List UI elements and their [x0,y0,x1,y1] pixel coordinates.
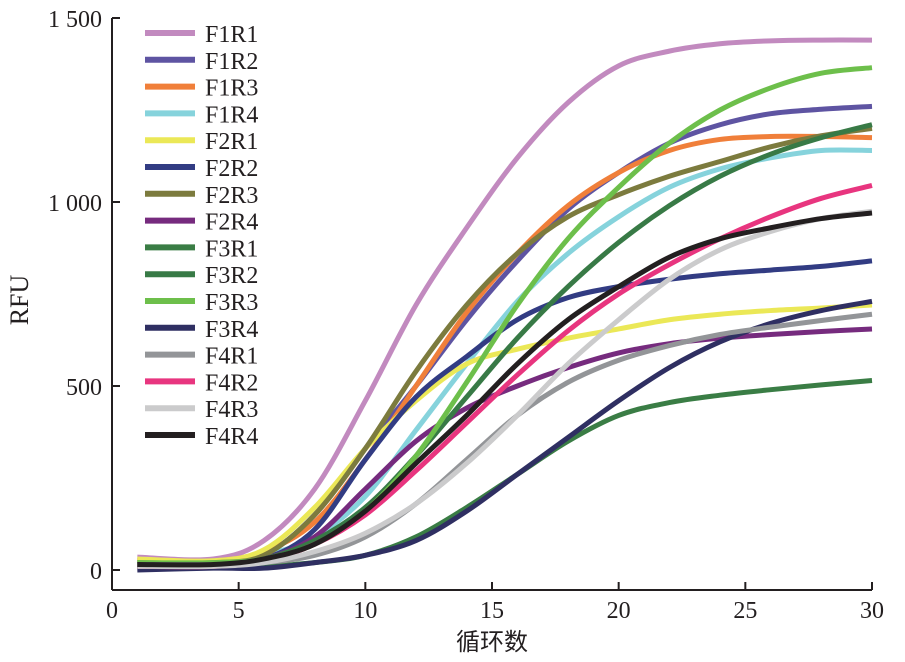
legend-label: F2R4 [205,210,258,236]
legend-label: F4R4 [205,424,258,450]
series-line-f1r1 [137,37,873,563]
legend-item-f4r3: F4R3 [145,397,258,423]
y-tick-label: 500 [66,375,102,401]
legend-label: F4R1 [205,344,258,370]
legend-item-f1r1: F1R1 [145,22,258,48]
legend-label: F1R2 [205,49,258,75]
legend-label: F3R2 [205,263,258,289]
series-line-f4r3 [137,208,873,570]
legend-item-f1r3: F1R3 [145,76,258,102]
legend-item-f2r1: F2R1 [145,129,258,155]
series-line-f4r4 [137,210,873,568]
x-tick-label: 5 [233,598,245,624]
legend-item-f2r3: F2R3 [145,183,258,209]
legend-label: F1R4 [205,102,258,128]
legend-item-f1r4: F1R4 [145,102,258,128]
legend-label: F2R1 [205,129,258,155]
legend-label: F2R3 [205,183,258,209]
x-tick-label: 10 [353,598,377,624]
y-axis-label: RFU [5,274,34,325]
x-axis-label: 循环数 [456,628,528,656]
legend-item-f3r4: F3R4 [145,317,258,343]
series-line-f2r1 [137,302,873,564]
legend-label: F3R1 [205,236,258,262]
y-tick-label: 0 [90,559,102,585]
legend-item-f3r2: F3R2 [145,263,258,289]
series-line-f2r3 [137,125,873,566]
x-tick-label: 15 [480,598,504,624]
legend-item-f3r1: F3R1 [145,236,258,262]
legend-label: F2R2 [205,156,258,182]
y-tick-label: 1 500 [48,7,102,33]
legend-item-f4r4: F4R4 [145,424,258,450]
legend-item-f3r3: F3R3 [145,290,258,316]
x-tick-label: 30 [860,598,884,624]
legend-label: F4R3 [205,397,258,423]
x-tick-label: 20 [607,598,631,624]
legend-item-f1r2: F1R2 [145,49,258,75]
legend-item-f4r1: F4R1 [145,344,258,370]
legend-item-f2r2: F2R2 [145,156,258,182]
ticks: 0 5 10 15 20 25 30 0 500 1 000 1 500 [48,7,884,624]
series-layer [137,37,873,573]
legend-label: F1R1 [205,22,258,48]
legend-item-f2r4: F2R4 [145,210,258,236]
x-tick-label: 25 [733,598,757,624]
legend-label: F1R3 [205,76,258,102]
x-tick-label: 0 [106,598,118,624]
legend-label: F3R3 [205,290,258,316]
legend-label: F4R2 [205,370,258,396]
legend-label: F3R4 [205,317,258,343]
legend: F1R1F1R2F1R3F1R4F2R1F2R2F2R3F2R4F3R1F3R2… [145,22,258,450]
legend-item-f4r2: F4R2 [145,370,258,396]
y-tick-label: 1 000 [48,191,102,217]
